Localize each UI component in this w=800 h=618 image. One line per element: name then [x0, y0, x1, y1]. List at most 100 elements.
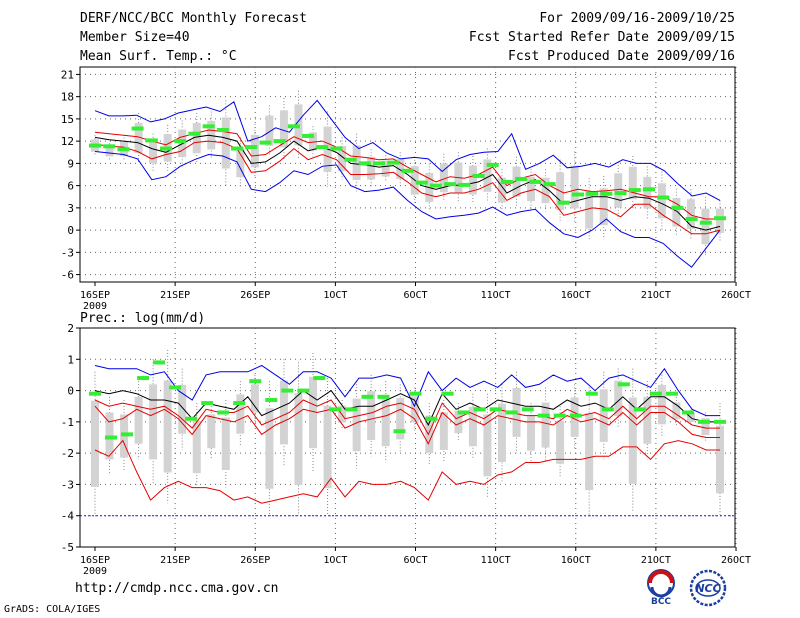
- precip-box: [352, 398, 361, 452]
- precip-observed-marker: [505, 410, 518, 415]
- precip-box: [585, 413, 594, 491]
- temp-y-tick-label: 21: [61, 68, 74, 81]
- temp-observed-marker: [373, 161, 386, 166]
- temp-observed-marker: [287, 124, 300, 129]
- temp-x-year-label: 2009: [83, 301, 107, 312]
- precip-plot-frame: [79, 327, 736, 548]
- temp-box: [367, 156, 376, 180]
- temp-y-tick-label: 12: [61, 135, 74, 148]
- precip-observed-marker: [601, 407, 614, 412]
- temp-observed-marker: [515, 176, 528, 181]
- temp-observed-marker: [699, 220, 712, 225]
- precip-mean-line: [94, 389, 720, 427]
- temp-box: [309, 132, 318, 151]
- precip-observed-marker: [489, 407, 502, 412]
- precip-box: [163, 380, 172, 473]
- chart-title: DERF/NCC/BCC Monthly Forecast: [80, 11, 307, 26]
- precip-observed-marker: [281, 388, 294, 393]
- member-size-label: Member Size=40: [80, 30, 190, 45]
- precip-box: [628, 397, 637, 484]
- temp-box: [134, 123, 143, 154]
- precip-max-line: [94, 364, 720, 417]
- temp-observed-marker: [401, 168, 414, 173]
- precip-observed-marker: [409, 391, 422, 396]
- precip-observed-marker: [553, 413, 566, 418]
- precip-box: [643, 396, 652, 444]
- precip-observed-marker: [345, 407, 358, 412]
- temp-observed-marker: [273, 139, 286, 144]
- forecast-produced-label: Fcst Produced Date 2009/09/16: [508, 49, 735, 64]
- ncc-logo-text: NCC: [695, 582, 720, 595]
- temp-observed-marker: [344, 157, 357, 162]
- precip-y-tick-label: 0: [67, 385, 74, 398]
- precip-box: [672, 402, 681, 420]
- temp-box: [236, 147, 245, 178]
- precip-box: [178, 384, 187, 434]
- temp-observed-marker: [486, 162, 499, 167]
- precip-box: [454, 410, 463, 434]
- grads-credit: GrADS: COLA/IGES: [4, 604, 101, 615]
- temp-box: [643, 176, 652, 209]
- temp-box: [396, 158, 405, 179]
- bcc-logo-text: BCC: [651, 597, 671, 606]
- temp-box: [250, 134, 259, 168]
- precip-x-tick-label: 21OCT: [641, 555, 671, 566]
- temp-observed-marker: [429, 183, 442, 188]
- precip-observed-marker: [457, 410, 470, 415]
- precip-box: [701, 418, 710, 435]
- precip-box: [381, 397, 390, 447]
- precip-y-tick-label: -2: [61, 447, 74, 460]
- temp-observed-marker: [160, 146, 173, 151]
- temp-observed-marker: [415, 180, 428, 185]
- temp-observed-marker: [131, 126, 144, 131]
- precip-box: [527, 414, 536, 451]
- temp-observed-marker: [571, 192, 584, 197]
- temp-observed-marker: [714, 216, 726, 221]
- precip-box: [468, 406, 477, 447]
- precip-y-tick-label: 1: [67, 353, 74, 366]
- temp-observed-marker: [557, 200, 570, 205]
- precip-observed-marker: [297, 388, 310, 393]
- precip-box: [250, 384, 259, 413]
- precip-observed-marker: [233, 401, 246, 406]
- precip-observed-marker: [217, 410, 230, 415]
- precip-box: [556, 420, 565, 464]
- temp-observed-marker: [628, 188, 641, 193]
- precip-x-year-label: 2009: [83, 566, 107, 577]
- temp-observed-marker: [543, 182, 556, 187]
- precip-observed-marker: [361, 394, 374, 399]
- precip-observed-marker: [201, 401, 214, 406]
- temp-observed-marker: [145, 138, 158, 143]
- precip-box: [134, 396, 143, 444]
- precip-y-tick-label: -4: [61, 510, 75, 523]
- precip-x-tick-label: 1OCT: [323, 555, 347, 566]
- temp-observed-marker: [174, 139, 187, 144]
- variable-label: Mean Surf. Temp.: °C: [80, 49, 237, 64]
- temp-box: [614, 173, 623, 208]
- temp-x-tick-label: 16OCT: [561, 290, 591, 301]
- precip-observed-marker: [313, 376, 326, 381]
- temp-y-tick-label: 15: [61, 113, 74, 126]
- precip-observed-marker: [249, 379, 262, 384]
- temp-box: [570, 165, 579, 209]
- precip-observed-marker: [697, 419, 710, 424]
- precip-observed-marker: [169, 385, 182, 390]
- temp-observed-marker: [245, 145, 258, 150]
- temp-observed-marker: [202, 124, 215, 129]
- temp-observed-marker: [614, 191, 627, 196]
- temp-x-tick-label: 1OCT: [323, 290, 347, 301]
- temp-observed-marker: [500, 179, 513, 184]
- temp-box: [672, 198, 681, 227]
- temp-observed-marker: [259, 140, 272, 145]
- temp-observed-marker: [444, 182, 457, 187]
- source-url[interactable]: http://cmdp.ncc.cma.gov.cn: [75, 581, 279, 596]
- temp-box: [541, 177, 550, 204]
- precip-spread_low-line: [94, 405, 720, 445]
- precip-box: [439, 412, 448, 451]
- temp-y-tick-label: -6: [61, 269, 74, 282]
- temp-box: [497, 177, 506, 203]
- precip-observed-marker: [153, 360, 166, 365]
- temp-observed-marker: [231, 146, 244, 151]
- precip-x-tick-label: 11OCT: [481, 555, 511, 566]
